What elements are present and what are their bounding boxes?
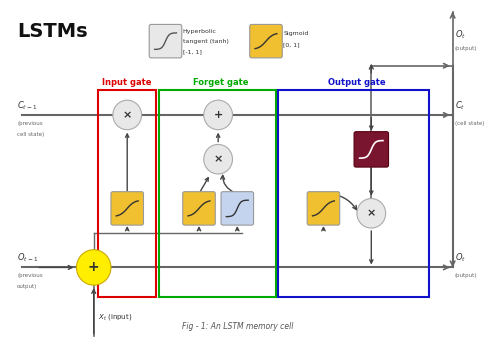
Circle shape [204,144,232,174]
Text: [0, 1]: [0, 1] [283,42,300,47]
Text: output): output) [17,284,37,289]
Text: $O_{t-1}$: $O_{t-1}$ [17,252,38,265]
Text: (output): (output) [455,273,477,278]
Text: +: + [88,260,99,275]
Text: cell state): cell state) [17,132,45,137]
Circle shape [357,198,386,228]
Text: +: + [214,110,223,120]
Circle shape [113,100,142,130]
Text: Forget gate: Forget gate [193,78,248,87]
Bar [98,90,156,297]
FancyBboxPatch shape [307,192,340,225]
Text: [-1, 1]: [-1, 1] [183,50,201,54]
Text: (cell state): (cell state) [455,121,484,126]
FancyBboxPatch shape [149,24,182,58]
Text: $O_t$: $O_t$ [455,29,466,41]
Text: Input gate: Input gate [102,78,152,87]
Text: LSTMs: LSTMs [17,22,88,41]
Text: $C_t$: $C_t$ [455,99,465,112]
Text: tangent (tanh): tangent (tanh) [183,39,229,44]
FancyBboxPatch shape [183,192,215,225]
Text: $O_t$: $O_t$ [455,252,466,265]
Text: ×: × [122,110,132,120]
Bar [159,90,275,297]
Circle shape [76,250,111,285]
FancyBboxPatch shape [221,192,253,225]
Bar [278,90,429,297]
Text: (previous: (previous [17,273,43,278]
FancyBboxPatch shape [111,192,144,225]
Text: Hyperbolic: Hyperbolic [183,29,217,34]
Circle shape [204,100,232,130]
Text: $C_{t-1}$: $C_{t-1}$ [17,99,38,112]
FancyBboxPatch shape [354,132,389,167]
Text: (previous: (previous [17,121,43,126]
Text: $X_t$ (input): $X_t$ (input) [98,312,132,322]
Text: Fig - 1: An LSTM memory cell: Fig - 1: An LSTM memory cell [182,322,293,331]
Text: ×: × [214,154,223,164]
Text: Output gate: Output gate [328,78,386,87]
Text: Sigmoid: Sigmoid [283,31,309,36]
FancyBboxPatch shape [250,24,282,58]
Text: ×: × [367,208,376,218]
Text: (output): (output) [455,46,477,51]
